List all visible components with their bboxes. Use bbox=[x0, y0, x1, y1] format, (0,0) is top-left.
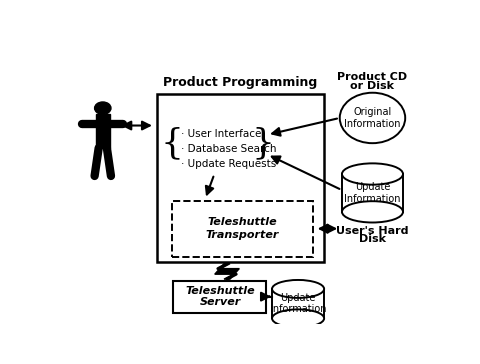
Polygon shape bbox=[215, 264, 240, 279]
Text: Teleshuttle: Teleshuttle bbox=[207, 218, 277, 228]
Text: User's Hard: User's Hard bbox=[336, 226, 409, 237]
Text: Update
Information: Update Information bbox=[270, 293, 326, 314]
Polygon shape bbox=[272, 289, 324, 318]
Text: }: } bbox=[251, 126, 274, 160]
Text: Update
Information: Update Information bbox=[344, 182, 401, 204]
Text: · User Interface: · User Interface bbox=[181, 129, 261, 139]
Text: Disk: Disk bbox=[359, 234, 386, 244]
Text: · Update Requests: · Update Requests bbox=[181, 159, 276, 169]
Text: Original
Information: Original Information bbox=[344, 107, 401, 129]
Bar bbox=[156, 94, 324, 262]
Text: Server: Server bbox=[199, 297, 240, 307]
Ellipse shape bbox=[272, 309, 324, 327]
Text: or Disk: or Disk bbox=[350, 81, 395, 91]
Bar bbox=[173, 281, 266, 313]
Ellipse shape bbox=[272, 280, 324, 298]
Polygon shape bbox=[96, 114, 110, 148]
Ellipse shape bbox=[340, 93, 405, 143]
Polygon shape bbox=[342, 174, 403, 212]
Bar bbox=[172, 201, 313, 257]
Text: Transporter: Transporter bbox=[205, 230, 279, 240]
Ellipse shape bbox=[342, 201, 403, 222]
Circle shape bbox=[95, 102, 111, 114]
Text: Product CD: Product CD bbox=[337, 72, 408, 82]
Text: · Database Search: · Database Search bbox=[181, 144, 276, 154]
Ellipse shape bbox=[342, 163, 403, 185]
Text: Teleshuttle: Teleshuttle bbox=[185, 286, 255, 296]
Text: Product Programming: Product Programming bbox=[163, 76, 318, 89]
Text: {: { bbox=[160, 126, 183, 160]
